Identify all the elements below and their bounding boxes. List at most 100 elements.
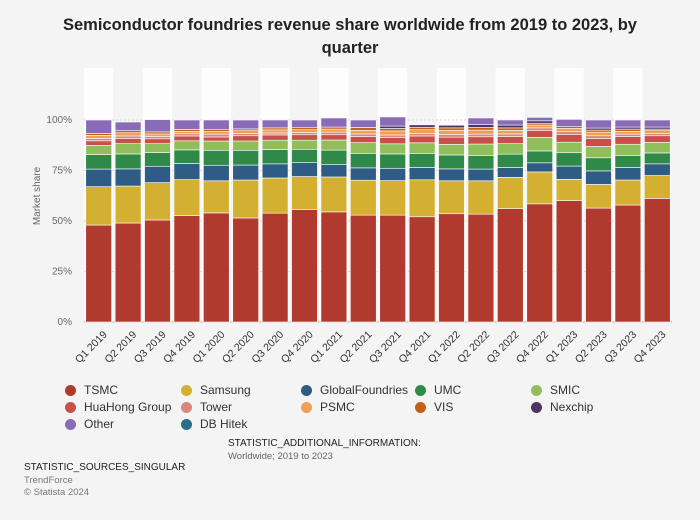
bar-segment-smic[interactable] (644, 142, 671, 154)
bar-segment-other[interactable] (379, 116, 406, 127)
bar-segment-tsmc[interactable] (85, 224, 112, 323)
bar-segment-other[interactable] (555, 119, 583, 127)
bar-segment-globalfoundries[interactable] (291, 162, 318, 177)
bar-segment-globalfoundries[interactable] (85, 168, 112, 187)
bar-segment-umc[interactable] (408, 153, 436, 168)
bar-segment-huahong-group[interactable] (438, 136, 465, 145)
bar-segment-samsung[interactable] (526, 171, 553, 205)
bar-segment-psmc[interactable] (497, 130, 524, 135)
bar-segment-samsung[interactable] (438, 180, 465, 215)
bar-segment-smic[interactable] (379, 143, 406, 155)
bar-segment-vis[interactable] (350, 127, 377, 131)
bar-segment-globalfoundries[interactable] (644, 163, 671, 176)
legend-item-tower[interactable]: Tower (181, 400, 232, 414)
bar-segment-smic[interactable] (585, 146, 612, 159)
bar-segment-globalfoundries[interactable] (261, 163, 289, 179)
bar-segment-tower[interactable] (173, 133, 201, 137)
bar-segment-samsung[interactable] (261, 177, 289, 214)
bar-segment-huahong-group[interactable] (203, 136, 230, 142)
bar-segment-vis[interactable] (291, 127, 318, 130)
bar-segment-vis[interactable] (467, 127, 495, 131)
bar-segment-samsung[interactable] (320, 176, 348, 213)
bar-segment-umc[interactable] (379, 153, 406, 169)
bar-segment-huahong-group[interactable] (232, 135, 259, 142)
bar-segment-globalfoundries[interactable] (232, 164, 259, 181)
bar-segment-psmc[interactable] (291, 129, 318, 133)
bar-segment-samsung[interactable] (291, 176, 318, 210)
bar-segment-psmc[interactable] (555, 128, 583, 133)
bar-segment-tsmc[interactable] (232, 217, 259, 323)
bar-segment-samsung[interactable] (144, 182, 171, 221)
bar-segment-psmc[interactable] (614, 131, 642, 135)
bar-segment-psmc[interactable] (144, 133, 171, 137)
bar-segment-samsung[interactable] (497, 177, 524, 209)
bar-segment-tower[interactable] (438, 134, 465, 138)
bar-segment-tower[interactable] (614, 133, 642, 137)
bar-segment-vis[interactable] (261, 127, 289, 131)
bar-segment-vis[interactable] (144, 131, 171, 135)
bar-segment-samsung[interactable] (585, 184, 612, 209)
bar-segment-other[interactable] (497, 119, 524, 126)
bar-segment-psmc[interactable] (114, 132, 142, 137)
bar-segment-umc[interactable] (291, 148, 318, 163)
bar-segment-huahong-group[interactable] (320, 134, 348, 141)
bar-segment-umc[interactable] (526, 150, 553, 164)
bar-segment-umc[interactable] (585, 157, 612, 172)
bar-segment-psmc[interactable] (408, 129, 436, 134)
bar-segment-tsmc[interactable] (379, 214, 406, 323)
bar-segment-nexchip[interactable] (644, 126, 671, 130)
bar-segment-tower[interactable] (379, 134, 406, 138)
bar-segment-vis[interactable] (379, 128, 406, 132)
bar-segment-smic[interactable] (467, 143, 495, 156)
bar-segment-tower[interactable] (85, 138, 112, 142)
bar-segment-samsung[interactable] (408, 179, 436, 218)
bar-segment-huahong-group[interactable] (526, 130, 553, 138)
bar-segment-smic[interactable] (203, 140, 230, 151)
bar-segment-other[interactable] (291, 119, 318, 128)
bar-segment-tsmc[interactable] (467, 213, 495, 323)
bar-segment-tsmc[interactable] (203, 212, 230, 323)
bar-segment-tsmc[interactable] (173, 215, 201, 323)
bar-segment-huahong-group[interactable] (261, 134, 289, 141)
bar-segment-smic[interactable] (350, 142, 377, 154)
bar-segment-umc[interactable] (114, 153, 142, 170)
bar-segment-tower[interactable] (114, 135, 142, 139)
bar-segment-smic[interactable] (320, 139, 348, 151)
bar-segment-tsmc[interactable] (497, 208, 524, 323)
bar-segment-umc[interactable] (438, 154, 465, 170)
bar-segment-tsmc[interactable] (614, 204, 642, 323)
bar-segment-globalfoundries[interactable] (320, 164, 348, 178)
bar-segment-smic[interactable] (408, 142, 436, 154)
bar-segment-huahong-group[interactable] (85, 140, 112, 146)
bar-segment-umc[interactable] (497, 153, 524, 168)
bar-segment-tsmc[interactable] (144, 219, 171, 323)
bar-segment-samsung[interactable] (644, 175, 671, 199)
bar-segment-smic[interactable] (114, 143, 142, 155)
bar-segment-samsung[interactable] (203, 180, 230, 214)
bar-segment-tsmc[interactable] (350, 214, 377, 323)
bar-segment-huahong-group[interactable] (408, 135, 436, 144)
legend-item-db-hitek[interactable]: DB Hitek (181, 417, 247, 431)
bar-segment-huahong-group[interactable] (144, 138, 171, 144)
bar-segment-huahong-group[interactable] (379, 137, 406, 145)
bar-segment-tower[interactable] (203, 133, 230, 138)
bar-segment-other[interactable] (467, 117, 495, 125)
bar-segment-globalfoundries[interactable] (379, 167, 406, 181)
bar-segment-smic[interactable] (173, 140, 201, 151)
bar-segment-tower[interactable] (497, 133, 524, 137)
bar-segment-tower[interactable] (408, 133, 436, 137)
bar-segment-other[interactable] (232, 119, 259, 130)
bar-segment-samsung[interactable] (232, 179, 259, 219)
bar-segment-psmc[interactable] (467, 129, 495, 135)
legend-item-smic[interactable]: SMIC (531, 383, 580, 397)
bar-segment-tower[interactable] (320, 131, 348, 136)
legend-item-umc[interactable]: UMC (415, 383, 461, 397)
bar-segment-other[interactable] (114, 121, 142, 132)
bar-segment-globalfoundries[interactable] (144, 165, 171, 183)
bar-segment-nexchip[interactable] (379, 125, 406, 129)
bar-segment-tsmc[interactable] (585, 207, 612, 323)
bar-segment-vis[interactable] (585, 129, 612, 133)
bar-segment-psmc[interactable] (173, 131, 201, 135)
bar-segment-tower[interactable] (585, 135, 612, 139)
legend-item-tsmc[interactable]: TSMC (65, 383, 118, 397)
